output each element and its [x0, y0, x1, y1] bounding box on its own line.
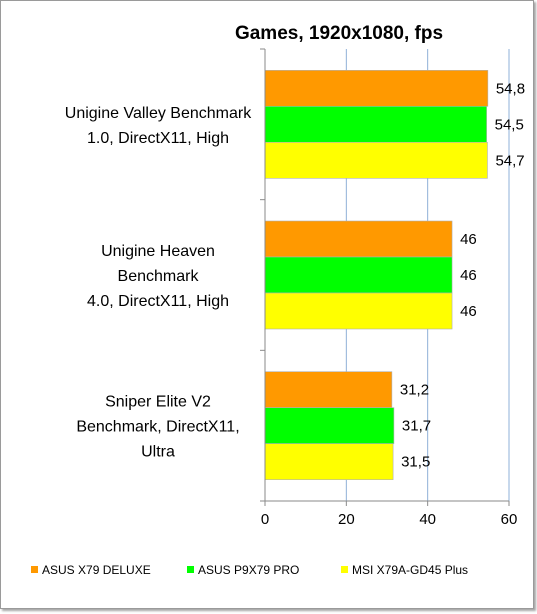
- legend-label: MSI X79A-GD45 Plus: [352, 563, 468, 577]
- axes: [260, 48, 510, 506]
- x-tick-label: 40: [419, 511, 436, 528]
- legend-swatch: [341, 566, 348, 573]
- bar: [264, 407, 395, 444]
- data-label: 31,7: [402, 418, 431, 435]
- bar: [264, 256, 453, 294]
- legend-swatch: [31, 566, 38, 573]
- data-label: 46: [460, 303, 477, 320]
- bar: [264, 292, 453, 330]
- bar: [264, 142, 488, 179]
- x-tick-label: 20: [338, 511, 355, 528]
- data-label: 31,2: [400, 382, 429, 399]
- legend-swatch: [187, 566, 194, 573]
- chart-title: Games, 1920x1080, fps: [235, 23, 443, 44]
- bars: [264, 70, 489, 480]
- data-label: 54,8: [496, 80, 525, 97]
- data-label: 46: [460, 231, 477, 248]
- category-label: Sniper Elite V2 Benchmark, DirectX11, Ultr…: [76, 394, 239, 461]
- x-tick-label: 60: [501, 511, 518, 528]
- labels: 0 20 40 60 54,8 54,5 54,7 Unigine Valley Benchm…: [65, 80, 525, 528]
- bar: [264, 220, 453, 258]
- legend-label: ASUS X79 DELUXE: [42, 563, 151, 577]
- bar: [264, 371, 393, 408]
- data-label: 31,5: [401, 454, 430, 471]
- bar: [264, 106, 487, 143]
- bar: [264, 70, 489, 107]
- bar: [264, 443, 394, 480]
- category-label: Unigine Valley Benchmark 1.0, DirectX11, …: [65, 105, 252, 147]
- data-label: 46: [460, 267, 477, 284]
- x-tick-label: 0: [261, 511, 269, 528]
- legend: ASUS X79 DELUXE ASUS P9X79 PRO MSI X79A-GD…: [31, 563, 468, 577]
- legend-label: ASUS P9X79 PRO: [198, 563, 299, 577]
- category-label: Unigine Heaven Benchmark 4.0, DirectX11, H…: [87, 243, 229, 310]
- data-label: 54,5: [495, 116, 524, 133]
- data-label: 54,7: [495, 152, 524, 169]
